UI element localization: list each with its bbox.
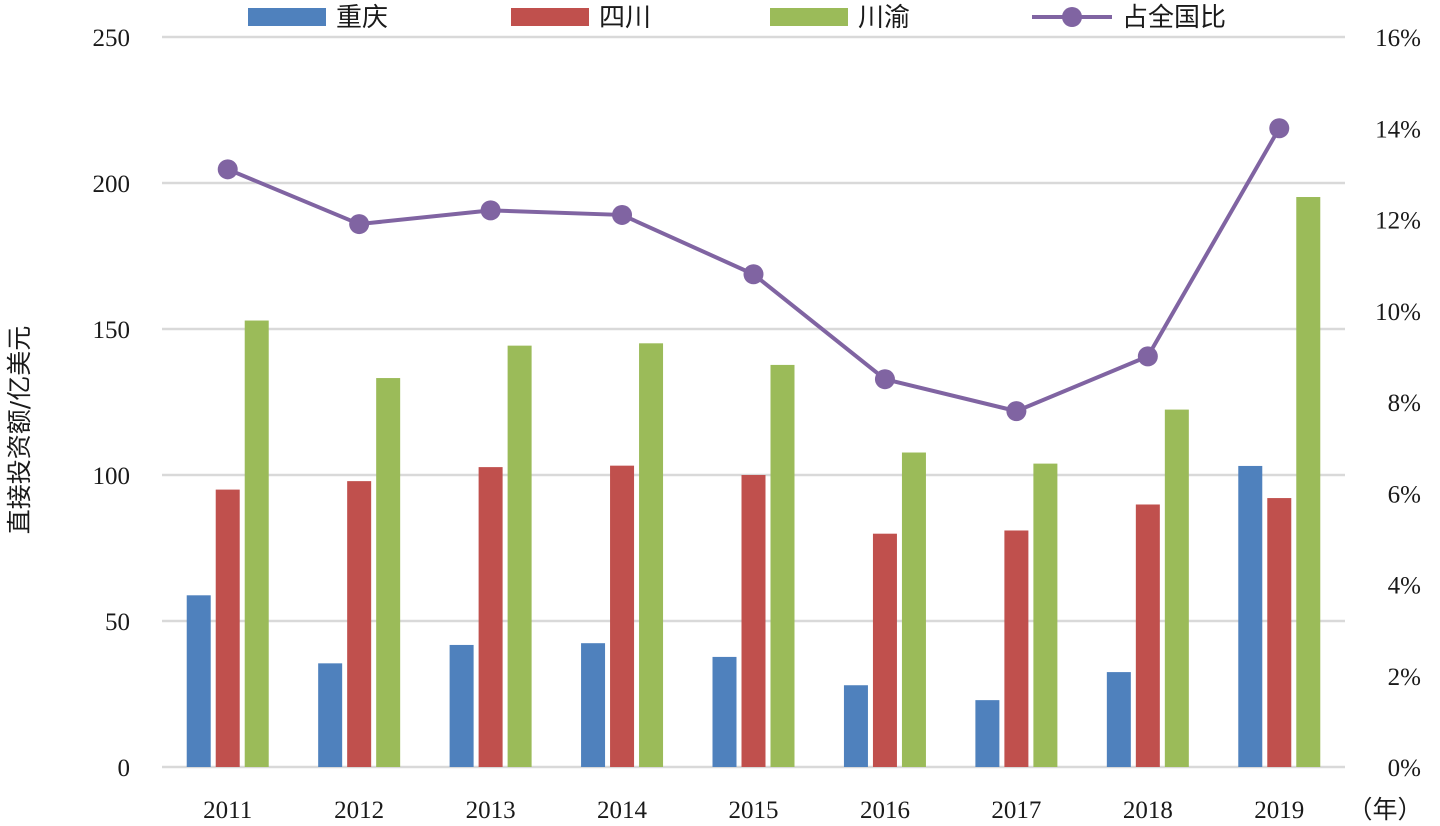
legend-swatch-marker-占全国比 [1062, 7, 1082, 27]
right-axis-ticks: 0% 2% 4% 6% 8% 10% 12% 14% 16% [1375, 25, 1421, 782]
bar-重庆-2012 [318, 663, 343, 767]
left-axis-ticks: 0 50 100 150 200 250 [93, 25, 131, 782]
right-tick-label: 6% [1388, 481, 1421, 508]
right-tick-label: 16% [1375, 25, 1421, 52]
bar-重庆-2018 [1106, 672, 1131, 767]
bar-四川-2016 [872, 533, 897, 767]
x-axis-ticks: 2011 2012 2013 2014 2015 2016 2017 2018 2019 [203, 797, 1304, 824]
x-tick-label: 2018 [1123, 797, 1173, 824]
point-占全国比-2011 [217, 159, 238, 180]
bar-川渝-2017 [1033, 463, 1058, 767]
x-tick-label: 2017 [991, 797, 1041, 824]
bar-川渝-2015 [770, 364, 795, 767]
point-占全国比-2018 [1137, 346, 1158, 367]
bar-重庆-2019 [1238, 465, 1263, 767]
point-占全国比-2015 [743, 264, 764, 285]
right-tick-label: 4% [1388, 573, 1421, 600]
right-tick-label: 10% [1375, 299, 1421, 326]
bar-川渝-2014 [639, 343, 664, 767]
point-占全国比-2019 [1269, 118, 1290, 139]
x-tick-label: 2019 [1254, 797, 1304, 824]
bar-重庆-2017 [975, 700, 1000, 767]
legend-label: 重庆 [336, 3, 388, 33]
y-axis-title: 直接投资额/亿美元 [5, 326, 34, 534]
left-tick-label: 250 [93, 25, 131, 52]
bar-四川-2015 [741, 475, 766, 767]
x-tick-label: 2012 [334, 797, 384, 824]
legend-swatch-川渝 [770, 8, 848, 26]
x-axis-unit: （年） [1347, 796, 1422, 824]
point-占全国比-2013 [480, 200, 501, 221]
bar-重庆-2013 [449, 644, 474, 767]
x-tick-label: 2016 [860, 797, 910, 824]
legend-label: 占全国比 [1122, 3, 1226, 33]
bar-四川-2017 [1004, 530, 1029, 767]
bar-四川-2014 [610, 465, 635, 767]
bar-川渝-2016 [901, 452, 926, 767]
point-占全国比-2016 [874, 369, 895, 390]
bar-四川-2013 [478, 467, 503, 767]
bar-川渝-2011 [244, 320, 269, 767]
right-tick-label: 8% [1388, 390, 1421, 417]
legend-swatch-重庆 [248, 8, 326, 26]
right-tick-label: 12% [1375, 208, 1421, 235]
left-tick-label: 150 [93, 317, 131, 344]
x-tick-label: 2011 [203, 797, 252, 824]
legend-swatch-四川 [511, 8, 589, 26]
x-tick-label: 2014 [597, 797, 648, 824]
right-tick-label: 2% [1388, 664, 1421, 691]
x-tick-label: 2015 [729, 797, 779, 824]
bar-重庆-2014 [581, 643, 606, 767]
bar-川渝-2012 [376, 378, 401, 767]
legend: 重庆 四川 川渝 占全国比 [248, 3, 1226, 33]
right-tick-label: 14% [1375, 116, 1421, 143]
bar-四川-2018 [1135, 504, 1160, 767]
bar-四川-2011 [215, 489, 240, 767]
bar-重庆-2015 [712, 656, 737, 767]
x-tick-label: 2013 [466, 797, 516, 824]
point-占全国比-2014 [612, 204, 633, 225]
bar-重庆-2016 [843, 685, 868, 767]
left-tick-label: 0 [118, 755, 131, 782]
ratio-line [217, 118, 1290, 422]
bars [186, 197, 1321, 768]
legend-label: 四川 [599, 3, 651, 33]
point-占全国比-2012 [349, 214, 370, 235]
legend-label: 川渝 [858, 3, 910, 33]
right-tick-label: 0% [1388, 755, 1421, 782]
bar-川渝-2018 [1164, 409, 1189, 767]
bar-川渝-2019 [1296, 197, 1321, 768]
left-tick-label: 100 [93, 463, 131, 490]
bar-四川-2019 [1267, 498, 1292, 767]
bar-四川-2012 [347, 481, 372, 767]
bar-重庆-2011 [186, 595, 211, 767]
left-tick-label: 200 [93, 171, 131, 198]
left-tick-label: 50 [105, 609, 130, 636]
bar-川渝-2013 [507, 345, 532, 767]
point-占全国比-2017 [1006, 401, 1027, 422]
